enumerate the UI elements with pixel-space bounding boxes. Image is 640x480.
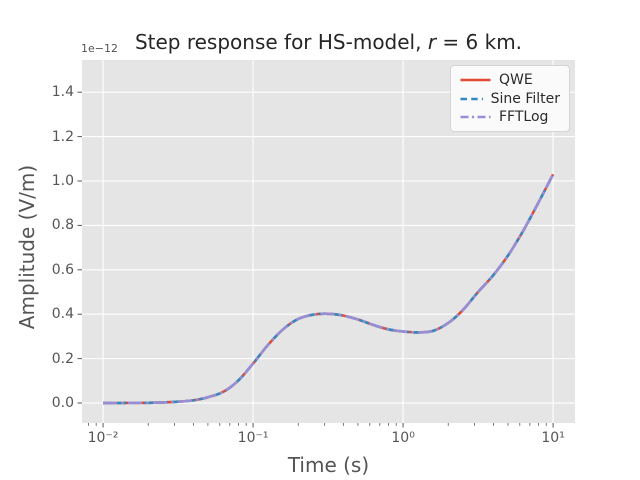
legend-line-sample: [460, 115, 491, 119]
y-axis-offset-text: 1e−12: [81, 42, 118, 55]
legend-line-sample: [460, 97, 483, 100]
legend-label: Sine Filter: [490, 90, 560, 107]
legend-line-sample: [460, 78, 491, 82]
y-tick-label: 1.2: [51, 128, 74, 145]
chart-title-variable: r: [427, 30, 437, 54]
x-axis-label: Time (s): [287, 453, 370, 477]
series-line-fftlog: [102, 173, 555, 405]
y-tick-label: 0.4: [51, 306, 74, 323]
chart-title-prefix: Step response for HS-model,: [134, 30, 428, 54]
y-tick-label: 0.6: [51, 261, 74, 278]
x-tick-label: 10⁻²: [87, 430, 119, 446]
legend-entry-qwe: QWE: [460, 72, 560, 88]
legend-entry-fftlog: FFTLog: [460, 109, 560, 125]
y-tick-label: 1.0: [51, 173, 74, 189]
chart-title-suffix: = 6 km.: [436, 30, 523, 54]
y-tick-label: 0.8: [51, 217, 74, 234]
x-tick-label: 10¹: [541, 430, 565, 446]
y-axis-label: Amplitude (V/m): [15, 164, 39, 330]
y-tick-label: 0.0: [51, 395, 74, 411]
x-tick-label: 10⁰: [391, 430, 415, 446]
y-tick-label: 1.4: [51, 84, 74, 101]
legend-label: FFTLog: [499, 109, 549, 125]
legend-entry-sine-filter: Sine Filter: [460, 91, 560, 107]
legend-label: QWE: [499, 72, 533, 88]
y-tick-label: 0.2: [51, 350, 74, 367]
chart-title: Step response for HS-model, r = 6 km.: [82, 30, 575, 54]
x-tick-label: 10⁻¹: [237, 430, 269, 446]
legend: QWE Sine Filter FFTLog: [450, 65, 570, 132]
